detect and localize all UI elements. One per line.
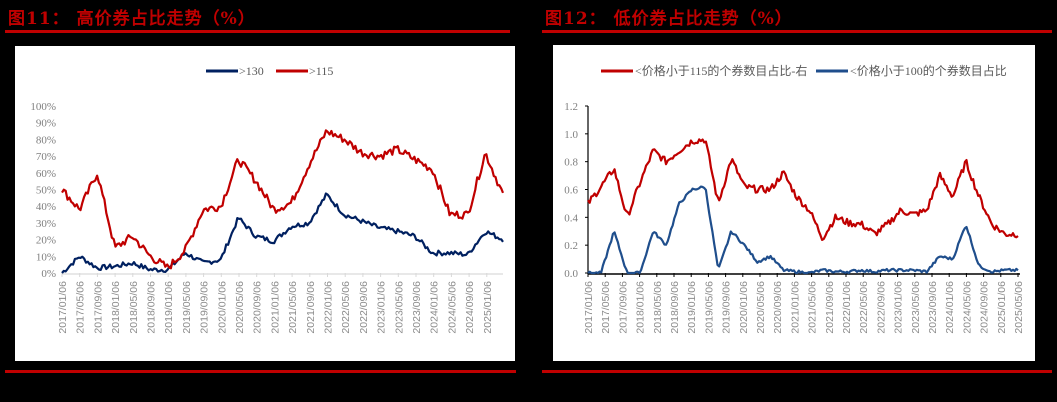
x-tick-label: 2024/09/06: [979, 281, 991, 334]
x-tick-label: 2017/05/06: [600, 281, 612, 334]
x-tick-label: 2021/01/06: [269, 281, 281, 334]
x-tick-label: 2022/05/06: [340, 281, 352, 334]
y-tick-label: 10%: [36, 251, 56, 263]
figure-11-title: 图11： 高价券占比走势（%）: [8, 9, 256, 29]
x-tick-label: 2025/01/06: [996, 281, 1008, 334]
x-tick-label: 2019/01/06: [163, 281, 175, 334]
y-tick-label: 70%: [36, 151, 56, 163]
x-tick-label: 2022/09/06: [875, 281, 887, 334]
y-tick-label: 0.8: [564, 157, 578, 169]
x-tick-label: 2019/05/06: [181, 281, 193, 334]
x-tick-label: 2023/05/06: [393, 281, 405, 334]
x-tick-label: 2023/09/06: [411, 281, 423, 334]
chart-11-x-ticks: 2017/01/06 2017/05/06 2017/09/06 2018/01/06…: [57, 273, 494, 334]
x-tick-label: 2020/09/06: [252, 281, 264, 334]
x-tick-label: 2017/09/06: [617, 281, 629, 334]
figure-11-bottom-rule: [5, 370, 516, 373]
x-tick-label: 2018/09/06: [146, 281, 158, 334]
y-tick-label: 1.2: [564, 101, 578, 113]
chart-12: <价格小于115的个券数目占比-右 <价格小于100的个券数目占比 0.0 0.2…: [564, 63, 1025, 334]
x-tick-label: 2025/05/06: [1013, 281, 1025, 334]
x-tick-label: 2021/09/06: [305, 281, 317, 334]
x-tick-label: 2017/01/06: [583, 281, 595, 334]
x-tick-label: 2021/05/06: [807, 281, 819, 334]
x-tick-label: 2020/01/06: [216, 281, 228, 334]
x-tick-label: 2025/01/06: [482, 281, 494, 334]
chart-12-y-axis: 0.0 0.2 0.4 0.6 0.8 1.0 1.2: [564, 101, 588, 280]
y-tick-label: 20%: [36, 235, 56, 247]
chart-11: >130 >115 0% 10% 20% 30% 40% 50% 60% 70% 80% 90% 1…: [30, 64, 505, 334]
x-tick-label: 2019/09/06: [199, 281, 211, 334]
y-tick-label: 100%: [30, 101, 56, 113]
x-tick-label: 2020/05/06: [234, 281, 246, 334]
x-tick-label: 2019/01/06: [686, 281, 698, 334]
x-tick-label: 2020/01/06: [738, 281, 750, 334]
x-tick-label: 2021/01/06: [789, 281, 801, 334]
legend-130-label: >130: [239, 64, 264, 78]
legend-lt115-label: <价格小于115的个券数目占比-右: [635, 63, 807, 78]
chart-11-y-axis: 0% 10% 20% 30% 40% 50% 60% 70% 80% 90% 100%: [30, 101, 56, 280]
series-130-line: [61, 192, 504, 274]
legend-lt100-label: <价格小于100的个券数目占比: [850, 63, 1007, 78]
x-tick-label: 2024/01/06: [429, 281, 441, 334]
chart-11-panel: [15, 46, 515, 361]
legend-115-label: >115: [309, 64, 333, 78]
x-tick-label: 2020/09/06: [772, 281, 784, 334]
figure-12-title-rule: [542, 30, 1052, 33]
y-tick-label: 0.0: [564, 268, 578, 280]
x-tick-label: 2024/05/06: [446, 281, 458, 334]
x-tick-label: 2020/05/06: [755, 281, 767, 334]
x-tick-label: 2018/05/06: [128, 281, 140, 334]
x-tick-label: 2017/01/06: [57, 281, 69, 334]
x-tick-label: 2018/01/06: [635, 281, 647, 334]
y-tick-label: 30%: [36, 218, 56, 230]
chart-12-x-ticks: 2017/01/06 2017/05/06 2017/09/06 2018/01/06…: [583, 273, 1025, 334]
chart-12-legend: <价格小于115的个券数目占比-右 <价格小于100的个券数目占比: [601, 63, 1007, 78]
x-tick-label: 2024/05/06: [961, 281, 973, 334]
x-tick-label: 2019/05/06: [703, 281, 715, 334]
y-tick-label: 0.6: [564, 185, 578, 197]
y-tick-label: 0.4: [564, 212, 578, 224]
x-tick-label: 2018/05/06: [652, 281, 664, 334]
y-tick-label: 0.2: [564, 240, 578, 252]
series-115-line: [61, 129, 505, 270]
y-tick-label: 60%: [36, 168, 56, 180]
x-tick-label: 2018/09/06: [669, 281, 681, 334]
x-tick-label: 2021/05/06: [287, 281, 299, 334]
y-tick-label: 1.0: [564, 129, 578, 141]
x-tick-label: 2017/05/06: [75, 281, 87, 334]
series-lt115-line: [587, 138, 1019, 241]
chart-11-legend: >130 >115: [206, 64, 333, 78]
y-tick-label: 50%: [36, 185, 56, 197]
series-lt100-line: [587, 185, 1019, 275]
x-tick-label: 2018/01/06: [110, 281, 122, 334]
y-tick-label: 90%: [36, 118, 56, 130]
x-tick-label: 2023/05/06: [910, 281, 922, 334]
x-tick-label: 2017/09/06: [92, 281, 104, 334]
x-tick-label: 2023/09/06: [927, 281, 939, 334]
x-tick-label: 2019/09/06: [721, 281, 733, 334]
y-tick-label: 40%: [36, 201, 56, 213]
x-tick-label: 2022/01/06: [841, 281, 853, 334]
figure-12-bottom-rule: [542, 370, 1052, 373]
figure-11-title-rule: [5, 30, 510, 33]
x-tick-label: 2022/01/06: [323, 281, 335, 334]
figure-12-title: 图12： 低价券占比走势（%）: [545, 9, 793, 29]
y-tick-label: 80%: [36, 134, 56, 146]
x-tick-label: 2024/01/06: [944, 281, 956, 334]
x-tick-label: 2023/01/06: [376, 281, 388, 334]
y-tick-label: 0%: [41, 268, 56, 280]
x-tick-label: 2022/05/06: [858, 281, 870, 334]
x-tick-label: 2021/09/06: [824, 281, 836, 334]
x-tick-label: 2023/01/06: [893, 281, 905, 334]
x-tick-label: 2022/09/06: [358, 281, 370, 334]
x-tick-label: 2024/09/06: [464, 281, 476, 334]
